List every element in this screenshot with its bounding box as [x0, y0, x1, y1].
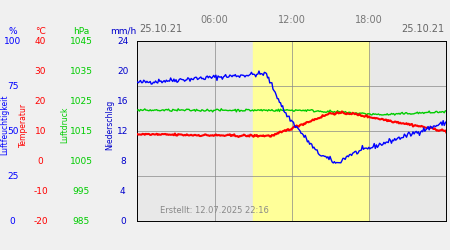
Text: 50: 50 [7, 127, 18, 136]
Text: -10: -10 [33, 187, 48, 196]
Text: hPa: hPa [73, 27, 89, 36]
Text: 16: 16 [117, 97, 129, 106]
Text: 10: 10 [35, 127, 46, 136]
Text: 18:00: 18:00 [355, 15, 383, 25]
Text: 24: 24 [117, 37, 129, 46]
Text: 20: 20 [35, 97, 46, 106]
Text: 0: 0 [120, 217, 126, 226]
Text: Temperatur: Temperatur [19, 103, 28, 147]
Text: 12: 12 [117, 127, 129, 136]
Text: 8: 8 [120, 157, 126, 166]
Text: Luftdruck: Luftdruck [60, 107, 69, 143]
Text: 0: 0 [38, 157, 43, 166]
Text: 1035: 1035 [69, 67, 93, 76]
Text: 75: 75 [7, 82, 18, 91]
Text: 12:00: 12:00 [278, 15, 306, 25]
Text: 1045: 1045 [70, 37, 92, 46]
Text: 1005: 1005 [69, 157, 93, 166]
Text: 25: 25 [7, 172, 18, 181]
Text: -20: -20 [33, 217, 48, 226]
Text: 985: 985 [72, 217, 90, 226]
Text: 100: 100 [4, 37, 21, 46]
Text: 06:00: 06:00 [201, 15, 229, 25]
Text: Erstellt: 12.07.2025 22:16: Erstellt: 12.07.2025 22:16 [160, 206, 269, 215]
Text: 4: 4 [120, 187, 126, 196]
Text: %: % [8, 27, 17, 36]
Text: 30: 30 [35, 67, 46, 76]
Text: 20: 20 [117, 67, 129, 76]
Text: °C: °C [35, 27, 46, 36]
Bar [253, 41, 369, 221]
Text: 40: 40 [35, 37, 46, 46]
Text: Luftfeuchtigkeit: Luftfeuchtigkeit [0, 95, 9, 155]
Text: 25.10.21: 25.10.21 [401, 24, 444, 34]
Text: 0: 0 [10, 217, 15, 226]
Text: 1015: 1015 [69, 127, 93, 136]
Text: 1025: 1025 [70, 97, 92, 106]
Text: 25.10.21: 25.10.21 [140, 24, 183, 34]
Text: 995: 995 [72, 187, 90, 196]
Text: Niederschlag: Niederschlag [105, 100, 114, 150]
Text: mm/h: mm/h [110, 27, 136, 36]
